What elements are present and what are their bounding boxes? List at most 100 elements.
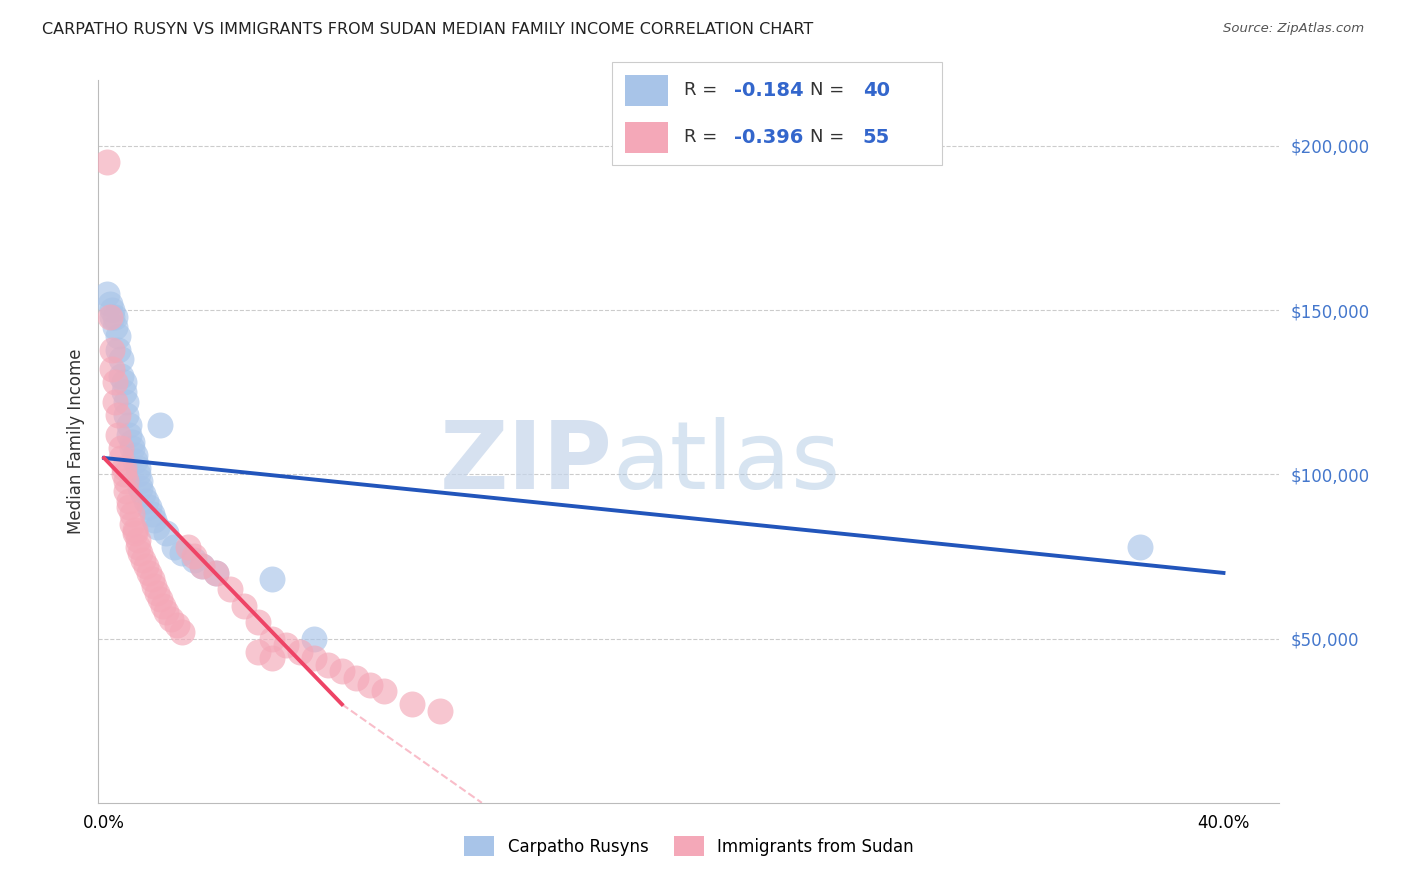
- Point: [98, 296, 121, 310]
- Point: [132, 553, 155, 567]
- Point: [163, 540, 186, 554]
- Point: [166, 618, 188, 632]
- Point: [172, 625, 194, 640]
- Text: -0.396: -0.396: [734, 128, 803, 147]
- Point: [152, 599, 174, 613]
- Point: [112, 467, 135, 482]
- Point: [96, 286, 118, 301]
- Point: [191, 559, 214, 574]
- Point: [219, 582, 242, 597]
- Point: [316, 657, 339, 672]
- Point: [121, 516, 143, 531]
- Point: [1128, 540, 1150, 554]
- Text: N =: N =: [810, 128, 849, 146]
- Bar: [624, 75, 668, 105]
- Point: [107, 343, 129, 357]
- Point: [149, 418, 172, 433]
- Point: [104, 395, 127, 409]
- Point: [115, 409, 138, 423]
- Text: N =: N =: [810, 81, 849, 99]
- Point: [344, 671, 367, 685]
- Point: [101, 310, 124, 324]
- Text: R =: R =: [685, 81, 723, 99]
- Point: [246, 645, 269, 659]
- Point: [401, 698, 423, 712]
- Point: [205, 566, 228, 580]
- Point: [115, 474, 138, 488]
- Point: [104, 319, 127, 334]
- Point: [172, 546, 194, 560]
- Text: atlas: atlas: [612, 417, 841, 509]
- Point: [330, 665, 353, 679]
- Text: CARPATHO RUSYN VS IMMIGRANTS FROM SUDAN MEDIAN FAMILY INCOME CORRELATION CHART: CARPATHO RUSYN VS IMMIGRANTS FROM SUDAN …: [42, 22, 814, 37]
- Point: [155, 526, 177, 541]
- Point: [146, 520, 169, 534]
- Point: [205, 566, 228, 580]
- Point: [246, 615, 269, 630]
- Point: [129, 481, 152, 495]
- Point: [138, 500, 160, 515]
- Text: R =: R =: [685, 128, 723, 146]
- Point: [135, 559, 157, 574]
- Point: [149, 592, 172, 607]
- Point: [288, 645, 311, 659]
- Point: [115, 483, 138, 498]
- Point: [110, 368, 132, 383]
- Point: [138, 566, 160, 580]
- Point: [107, 329, 129, 343]
- Text: 40: 40: [863, 80, 890, 100]
- Point: [132, 487, 155, 501]
- Point: [115, 395, 138, 409]
- Point: [274, 638, 297, 652]
- Point: [110, 450, 132, 465]
- Point: [260, 573, 283, 587]
- Point: [124, 454, 146, 468]
- Point: [183, 549, 205, 564]
- Point: [183, 553, 205, 567]
- Point: [107, 409, 129, 423]
- Point: [127, 460, 149, 475]
- Point: [112, 460, 135, 475]
- Point: [121, 434, 143, 449]
- Y-axis label: Median Family Income: Median Family Income: [66, 349, 84, 534]
- Point: [118, 493, 141, 508]
- Point: [141, 507, 163, 521]
- Point: [96, 155, 118, 169]
- Point: [135, 493, 157, 508]
- Text: ZIP: ZIP: [439, 417, 612, 509]
- Point: [101, 362, 124, 376]
- Point: [127, 533, 149, 547]
- Point: [143, 513, 166, 527]
- Point: [124, 526, 146, 541]
- Point: [110, 352, 132, 367]
- Point: [101, 343, 124, 357]
- Point: [141, 573, 163, 587]
- Text: Source: ZipAtlas.com: Source: ZipAtlas.com: [1223, 22, 1364, 36]
- Point: [124, 523, 146, 537]
- Point: [359, 677, 381, 691]
- Point: [143, 579, 166, 593]
- Point: [429, 704, 451, 718]
- Point: [124, 448, 146, 462]
- Point: [155, 605, 177, 619]
- Point: [127, 540, 149, 554]
- Point: [101, 303, 124, 318]
- Point: [373, 684, 395, 698]
- Text: -0.184: -0.184: [734, 80, 803, 100]
- Point: [302, 651, 325, 665]
- Point: [127, 467, 149, 482]
- Point: [121, 507, 143, 521]
- Point: [177, 540, 200, 554]
- Point: [260, 651, 283, 665]
- Point: [121, 441, 143, 455]
- Point: [118, 428, 141, 442]
- Point: [129, 546, 152, 560]
- Point: [104, 310, 127, 324]
- Legend: Carpatho Rusyns, Immigrants from Sudan: Carpatho Rusyns, Immigrants from Sudan: [458, 830, 920, 863]
- Point: [107, 428, 129, 442]
- Bar: [624, 122, 668, 153]
- Point: [129, 474, 152, 488]
- Point: [302, 632, 325, 646]
- Point: [118, 418, 141, 433]
- Text: 55: 55: [863, 128, 890, 147]
